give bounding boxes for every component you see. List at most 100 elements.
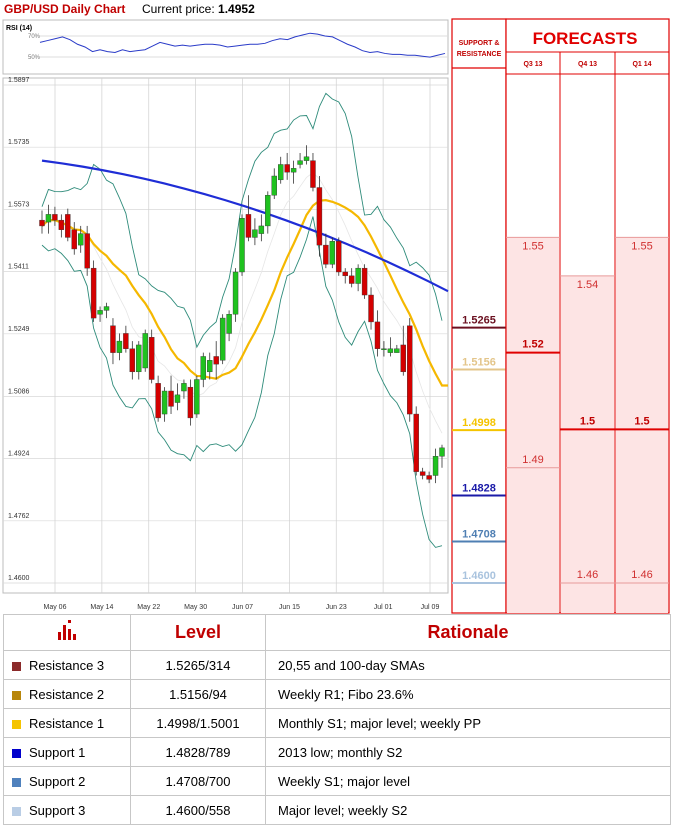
candle-body — [394, 348, 400, 353]
y-tick-label: 1.5411 — [8, 264, 29, 271]
x-tick-label: Jul 09 — [421, 604, 440, 611]
price-panel: 1.5897 1.5735 1.5573 1.5411 1.5249 1.5086 1.49… — [2, 77, 449, 611]
sma-55-line — [41, 199, 448, 387]
y-tick-label: 1.5897 — [8, 77, 30, 84]
level-name-cell: Resistance 2 — [3, 679, 131, 709]
chart-area: RSI (14) 70% 50% 1.58971.57351.55731.541… — [2, 18, 670, 614]
forecast-range-fill — [616, 237, 668, 614]
candle-body — [407, 325, 413, 415]
forecast-low-value: 1.46 — [577, 569, 598, 581]
rsi-level-70: 70% — [28, 34, 41, 40]
level-name: Support 3 — [29, 802, 86, 818]
forecast-mid-value: 1.5 — [580, 415, 595, 427]
candle-body — [84, 233, 90, 269]
candle-body — [110, 325, 116, 353]
candle-body — [155, 383, 161, 419]
rsi-label: RSI (14) — [6, 25, 32, 32]
candle-body — [168, 390, 174, 407]
candle-body — [310, 160, 316, 188]
forecast-period-label: Q4 13 — [578, 61, 597, 68]
table-header-icon-cell — [3, 614, 131, 651]
sr-level-value: 1.4600 — [462, 570, 496, 582]
forecast-mid-value: 1.5 — [634, 415, 649, 427]
x-tick-label: May 30 — [184, 604, 207, 611]
forecast-period-label: Q3 13 — [523, 61, 542, 68]
level-rationale-cell: Weekly R1; Fibo 23.6% — [265, 679, 671, 709]
level-name: Resistance 2 — [29, 686, 105, 702]
candle-body — [187, 386, 194, 419]
level-name-cell: Support 1 — [3, 737, 131, 767]
candle-body — [232, 271, 239, 315]
y-tick-label: 1.4762 — [8, 513, 30, 520]
candle-body — [342, 271, 348, 277]
candle-body — [336, 241, 342, 273]
candle-body — [65, 214, 71, 238]
table-row: Support 3 1.4600/558 Major level; weekly S… — [3, 795, 671, 825]
level-name-cell: Resistance 1 — [3, 708, 131, 738]
candle-body — [419, 471, 426, 476]
level-rationale-cell: 2013 low; monthly S2 — [265, 737, 671, 767]
candle-body — [303, 156, 310, 161]
price-frame — [2, 77, 449, 594]
candle-body — [161, 390, 168, 415]
candle-body — [374, 321, 381, 349]
forecast-period-label: Q1 14 — [632, 61, 651, 68]
candle-body — [71, 229, 77, 250]
sr-level-value: 1.5265 — [462, 315, 496, 327]
candle-body — [136, 344, 142, 373]
candle-body — [439, 447, 445, 457]
level-name: Resistance 1 — [29, 715, 105, 731]
current-price-label: Current price: 1.4952 — [142, 2, 255, 16]
forecast-panel: FORECASTS Q3 13 1.55 1.52 1.49 Q4 13 1.54 1.5 1… — [505, 18, 670, 614]
level-color-swatch — [12, 748, 21, 758]
candle-body — [181, 383, 187, 392]
level-name-cell: Resistance 3 — [3, 650, 131, 680]
forecast-high-value: 1.54 — [577, 279, 598, 291]
sr-frame — [451, 18, 507, 614]
y-tick-label: 1.5573 — [8, 201, 30, 208]
level-rationale-cell: Monthly S1; major level; weekly PP — [265, 708, 671, 738]
y-tick-label: 1.5735 — [8, 139, 30, 146]
candle-body — [174, 394, 181, 403]
candle-body — [387, 348, 394, 353]
candle-body — [278, 164, 284, 181]
candle-body — [39, 219, 45, 227]
x-tick-label: May 14 — [90, 604, 113, 611]
sr-level-value: 1.4998 — [462, 417, 496, 429]
level-value-cell: 1.4828/789 — [130, 737, 266, 767]
table-row: Support 2 1.4708/700 Weekly S1; major leve… — [3, 766, 671, 796]
table-row: Resistance 3 1.5265/314 20,55 and 100-day … — [3, 650, 671, 680]
candle-body — [426, 475, 432, 480]
bar-chart-icon — [58, 620, 76, 640]
candle-body — [329, 241, 336, 265]
x-tick-label: Jun 23 — [326, 604, 347, 611]
level-value-cell: 1.5156/94 — [130, 679, 266, 709]
candle-body — [400, 344, 406, 373]
candle-body — [226, 314, 232, 334]
levels-table: Level Rationale Resistance 3 1.5265/314 20… — [3, 614, 671, 825]
candle-body — [213, 356, 219, 365]
candle-body — [45, 214, 52, 223]
forecast-high-value: 1.55 — [631, 240, 652, 252]
candle-body — [258, 225, 265, 234]
sma-100-line — [41, 159, 449, 293]
y-tick-label: 1.4924 — [8, 451, 30, 458]
candle-body — [123, 333, 129, 349]
bollinger-middle — [41, 172, 443, 434]
chart-header: GBP/USD Daily Chart Current price: 1.495… — [0, 0, 450, 18]
candle-body — [284, 164, 290, 173]
level-color-swatch — [12, 806, 21, 816]
level-rationale-cell: Major level; weekly S2 — [265, 795, 671, 825]
table-header-level: Level — [130, 614, 266, 651]
level-name: Support 2 — [29, 773, 86, 789]
candle-body — [432, 456, 439, 476]
level-value-cell: 1.4708/700 — [130, 766, 266, 796]
level-color-swatch — [12, 661, 21, 671]
candle-body — [239, 218, 245, 273]
forecast-range-fill — [561, 275, 614, 613]
level-rationale-cell: Weekly S1; major level — [265, 766, 671, 796]
x-tick-label: Jul 01 — [374, 604, 393, 611]
table-row: Resistance 1 1.4998/1.5001 Monthly S1; maj… — [3, 708, 671, 738]
sr-level-value: 1.4828 — [462, 482, 496, 494]
sr-title-line2: RESISTANCE — [457, 51, 502, 58]
